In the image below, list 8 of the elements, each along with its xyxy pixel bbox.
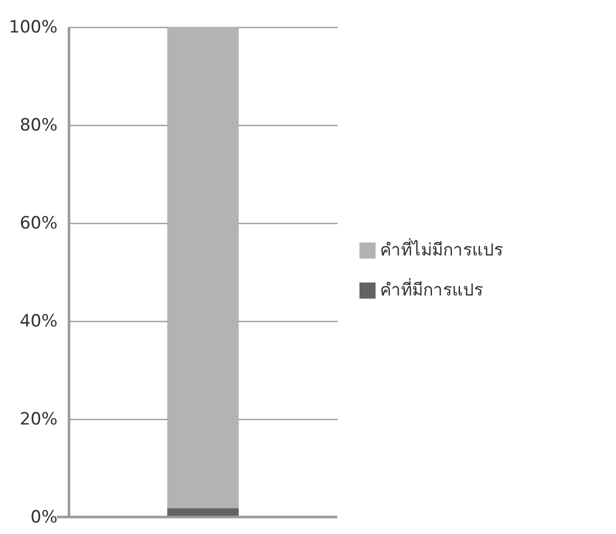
y-tick-label: 40% xyxy=(20,312,58,332)
y-tick-label: 100% xyxy=(8,18,58,38)
y-tick-label: 0% xyxy=(30,508,58,528)
legend-label: คำที่มีการแปร xyxy=(380,278,483,300)
legend-label: คำที่ไม่มีการแปร xyxy=(380,238,503,260)
y-tick-label: 80% xyxy=(20,116,58,136)
y-tick-label: 60% xyxy=(20,214,58,234)
y-tick-label: 20% xyxy=(20,410,58,430)
